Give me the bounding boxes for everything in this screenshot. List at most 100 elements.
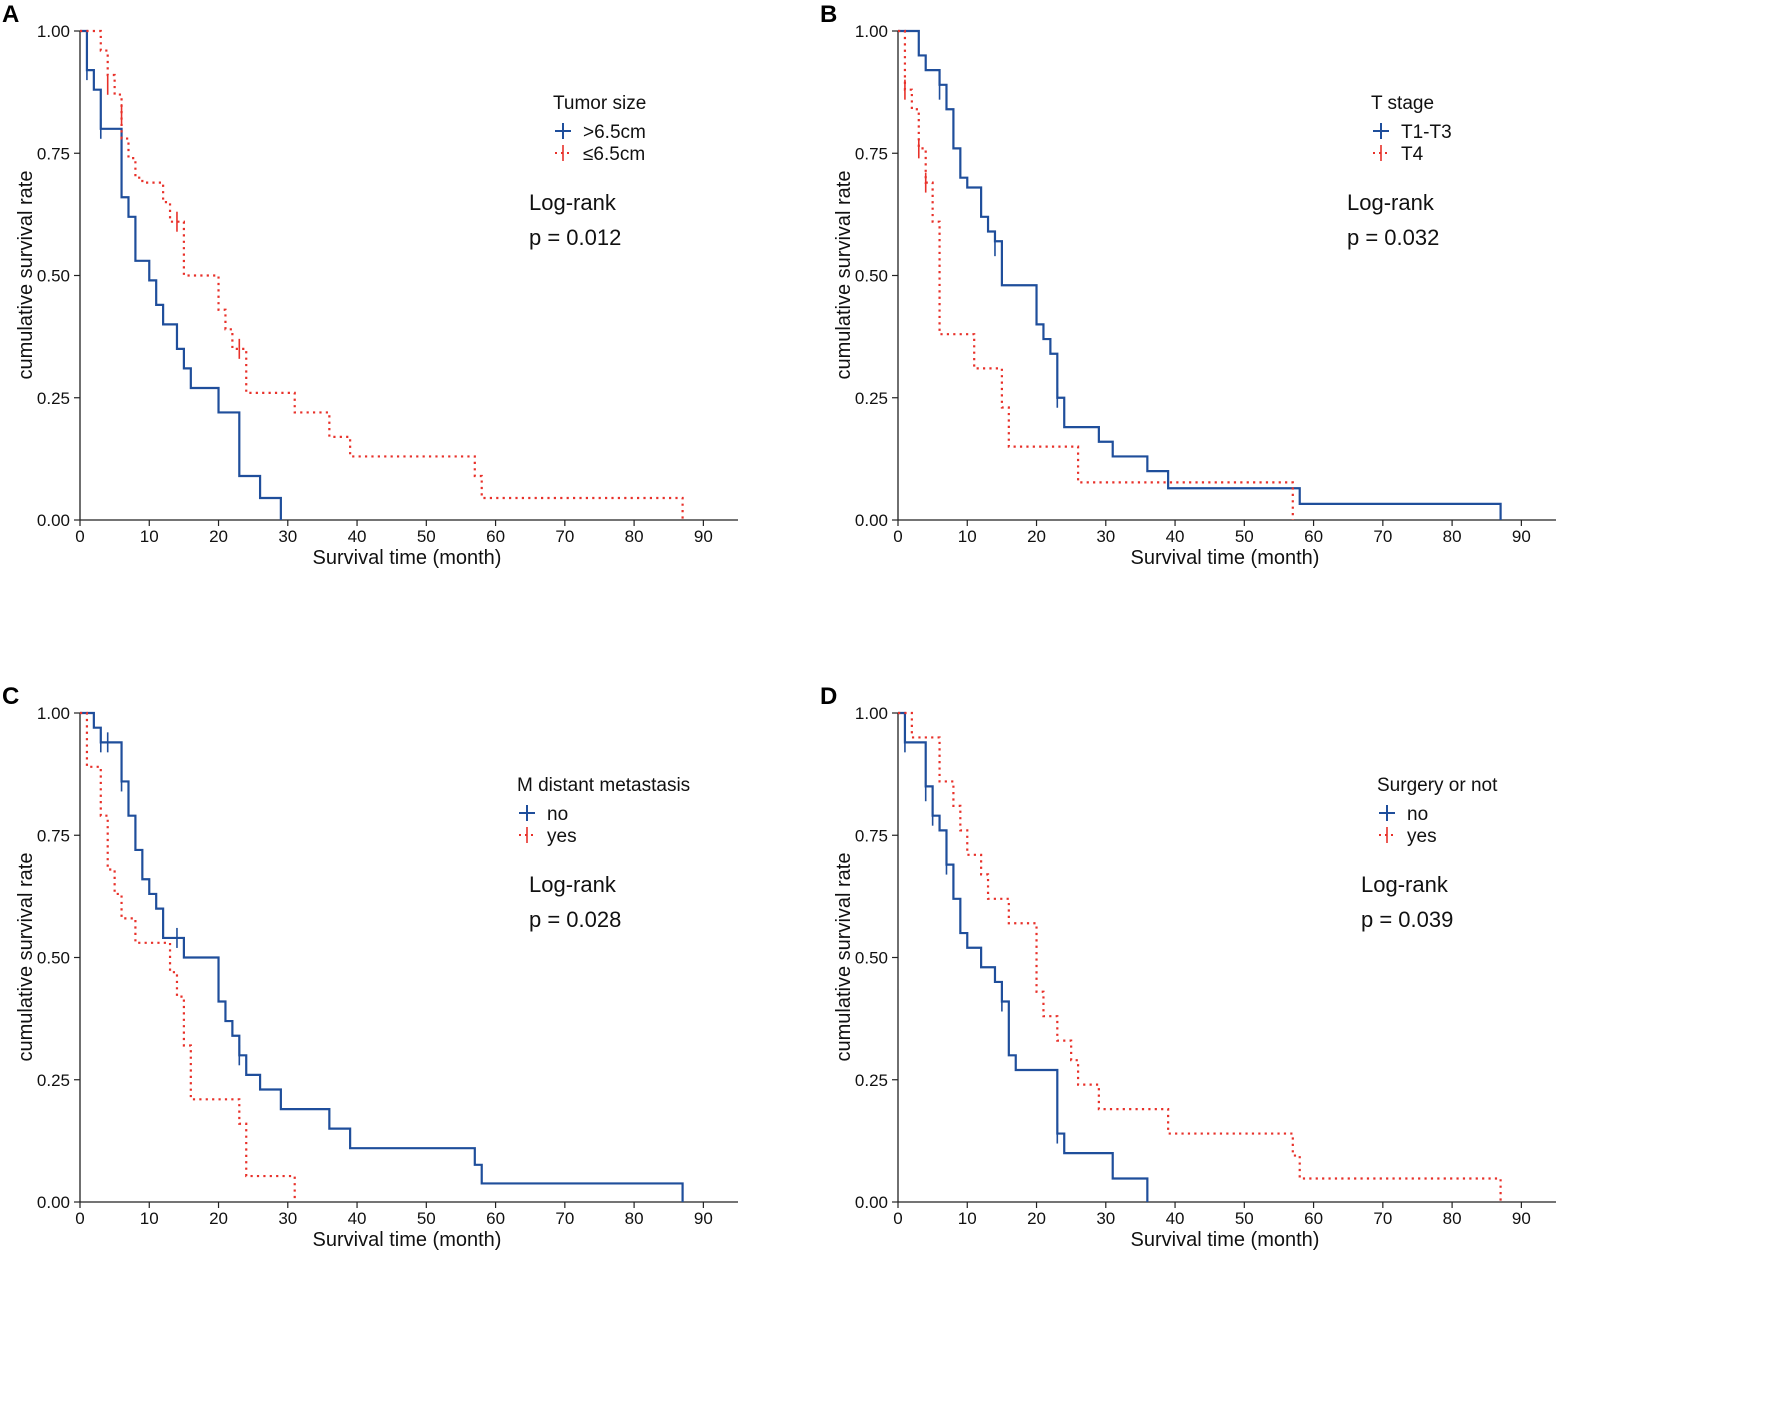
x-tick-label: 80: [1443, 527, 1462, 546]
legend-title: T stage: [1371, 93, 1434, 114]
km-curve-dotted: [898, 711, 1502, 1202]
y-tick-label: 1.00: [855, 704, 888, 723]
log-rank-label: Log-rank: [1347, 190, 1435, 215]
x-tick-label: 90: [694, 1209, 713, 1228]
y-tick-label: 0.75: [855, 144, 888, 163]
p-value: p = 0.039: [1361, 907, 1453, 932]
log-rank-label: Log-rank: [529, 872, 617, 897]
x-tick-label: 0: [75, 527, 84, 546]
km-curve-dotted: [898, 29, 1294, 520]
x-tick-label: 90: [694, 527, 713, 546]
x-tick-label: 30: [1096, 527, 1115, 546]
legend-key-dotted: [519, 827, 535, 843]
km-plot-d: D 0 10 20 30 40 50 60 70 80 90 0.00 0.25 0.50 0.75 1.0…: [820, 683, 1556, 1251]
legend-title: M distant metastasis: [517, 775, 690, 796]
x-tick-label: 30: [278, 527, 297, 546]
y-tick-label: 1.00: [37, 704, 70, 723]
km-plot-c: C 0 10 20 30 40 50 60 70 80 90 0.00 0.25 0.50 0.75 1.0…: [2, 683, 738, 1251]
x-tick-label: 40: [348, 1209, 367, 1228]
km-plot-a: A 0 10 20 30 40 50 60 70 80 90 0.00 0.25 0.50 0.75 1.0…: [2, 1, 738, 569]
x-tick-label: 10: [140, 527, 159, 546]
x-tick-label: 40: [1166, 1209, 1185, 1228]
panel-letter: C: [2, 683, 19, 710]
x-tick-label: 40: [348, 527, 367, 546]
x-tick-label: 40: [1166, 527, 1185, 546]
curves: [80, 711, 684, 1202]
x-tick-label: 50: [417, 527, 436, 546]
y-tick-label: 0.00: [855, 1193, 888, 1212]
x-tick-label: 0: [75, 1209, 84, 1228]
legend-label-series-2: yes: [1407, 826, 1437, 847]
x-tick-label: 70: [555, 1209, 574, 1228]
x-tick-label: 80: [625, 527, 644, 546]
x-tick-label: 0: [893, 527, 902, 546]
y-axis-label: cumulative survival rate: [15, 853, 37, 1062]
x-tick-label: 30: [1096, 1209, 1115, 1228]
y-tick-label: 0.50: [37, 267, 70, 286]
x-tick-label: 10: [140, 1209, 159, 1228]
x-tick-label: 20: [209, 527, 228, 546]
km-curve-dotted: [80, 29, 684, 520]
legend-label-series-1: >6.5cm: [583, 122, 646, 143]
p-value: p = 0.032: [1347, 225, 1439, 250]
km-panel-c: C 0 10 20 30 40 50 60 70 80 90 0.00 0.25 0.50 0.75 1.0…: [0, 682, 895, 1395]
x-tick-label: 80: [1443, 1209, 1462, 1228]
km-plot-b: B 0 10 20 30 40 50 60 70 80 90 0.00 0.25 0.50 0.75 1.0…: [820, 1, 1556, 569]
y-tick-label: 0.00: [855, 511, 888, 530]
p-value: p = 0.012: [529, 225, 621, 250]
km-curve-solid: [80, 711, 684, 1202]
curves: [80, 29, 684, 520]
y-tick-label: 0.00: [37, 1193, 70, 1212]
x-tick-label: 80: [625, 1209, 644, 1228]
legend-label-series-1: no: [1407, 804, 1428, 825]
x-tick-label: 20: [1027, 1209, 1046, 1228]
legend-title: Tumor size: [553, 93, 646, 114]
legend-label-series-1: no: [547, 804, 568, 825]
x-tick-label: 70: [555, 527, 574, 546]
axes: 0 10 20 30 40 50 60 70 80 90 0.00 0.25 0.50 0.75 1.00: [37, 704, 738, 1228]
axes: 0 10 20 30 40 50 60 70 80 90 0.00 0.25 0.50 0.75 1.00: [855, 704, 1556, 1228]
y-tick-label: 0.25: [37, 1071, 70, 1090]
x-tick-label: 70: [1373, 1209, 1392, 1228]
y-tick-label: 0.50: [37, 949, 70, 968]
legend-key-solid: [1379, 805, 1395, 821]
panel-letter: B: [820, 1, 837, 28]
legend: T stage T1-T3 T4: [1371, 93, 1452, 165]
x-tick-label: 30: [278, 1209, 297, 1228]
legend-key-dotted: [1379, 827, 1395, 843]
y-tick-label: 0.75: [37, 826, 70, 845]
curves: [898, 711, 1502, 1202]
y-tick-label: 1.00: [37, 22, 70, 41]
x-tick-label: 60: [1304, 1209, 1323, 1228]
x-tick-label: 0: [893, 1209, 902, 1228]
x-axis-label: Survival time (month): [1131, 1229, 1320, 1251]
legend-key-dotted: [555, 145, 571, 161]
y-tick-label: 0.75: [37, 144, 70, 163]
legend: M distant metastasis no yes: [517, 775, 690, 847]
legend-key-solid: [1373, 123, 1389, 139]
y-tick-label: 0.25: [855, 389, 888, 408]
legend: Surgery or not no yes: [1377, 775, 1498, 847]
x-axis-label: Survival time (month): [313, 547, 502, 569]
log-rank-label: Log-rank: [529, 190, 617, 215]
p-value: p = 0.028: [529, 907, 621, 932]
km-panel-a: A 0 10 20 30 40 50 60 70 80 90 0.00 0.25 0.50 0.75 1.0…: [0, 0, 895, 713]
y-axis-label: cumulative survival rate: [833, 853, 855, 1062]
km-curve-solid: [898, 711, 1149, 1202]
y-tick-label: 0.50: [855, 267, 888, 286]
legend-title: Surgery or not: [1377, 775, 1498, 796]
x-axis-label: Survival time (month): [1131, 547, 1320, 569]
km-curve-solid: [898, 29, 1502, 520]
legend-key-dotted: [1373, 145, 1389, 161]
y-tick-label: 0.00: [37, 511, 70, 530]
panel-letter: D: [820, 683, 837, 710]
panel-letter: A: [2, 1, 19, 28]
log-rank-label: Log-rank: [1361, 872, 1449, 897]
legend-label-series-2: ≤6.5cm: [583, 144, 645, 165]
x-tick-label: 50: [1235, 527, 1254, 546]
x-tick-label: 10: [958, 1209, 977, 1228]
legend-label-series-2: T4: [1401, 144, 1424, 165]
x-tick-label: 60: [1304, 527, 1323, 546]
legend-key-solid: [519, 805, 535, 821]
legend: Tumor size >6.5cm ≤6.5cm: [553, 93, 646, 165]
